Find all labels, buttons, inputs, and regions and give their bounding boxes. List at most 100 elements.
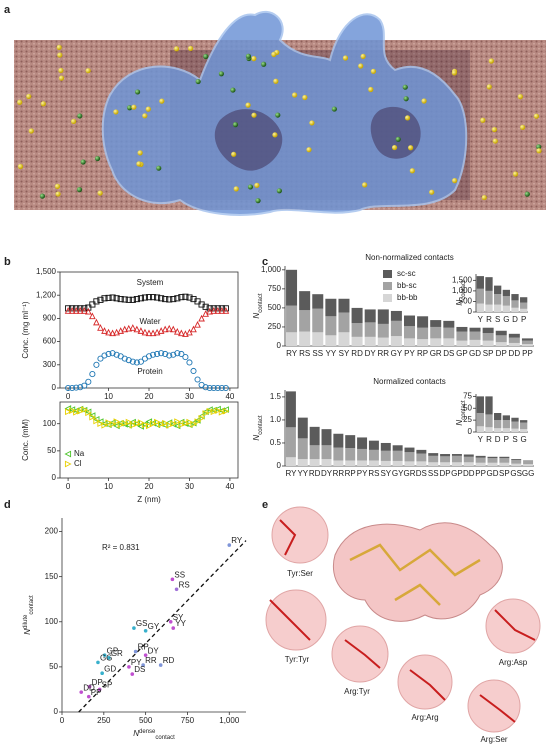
marker bbox=[170, 420, 177, 428]
point bbox=[171, 626, 176, 630]
ion bbox=[395, 136, 401, 142]
bar-segment bbox=[416, 461, 427, 466]
ion bbox=[480, 117, 486, 123]
x-tick-label: SP bbox=[499, 469, 510, 478]
ion bbox=[536, 148, 542, 154]
bar-segment bbox=[475, 455, 486, 458]
inset-circle bbox=[271, 506, 329, 564]
y-axis-label-part: N bbox=[455, 300, 464, 306]
ion bbox=[94, 155, 101, 162]
point-label: RS bbox=[179, 580, 190, 589]
point bbox=[102, 653, 107, 657]
bar-segment bbox=[520, 302, 528, 309]
x-tick-label: YY bbox=[326, 349, 337, 358]
x-tick-label: 250 bbox=[97, 716, 111, 725]
marker bbox=[145, 422, 153, 430]
y-tick-label: 500 bbox=[268, 303, 282, 312]
marker bbox=[186, 328, 193, 336]
marker bbox=[218, 305, 225, 312]
ion bbox=[421, 98, 427, 104]
bar-segment bbox=[476, 276, 484, 289]
y-axis-label: Ncontact bbox=[455, 280, 466, 305]
legend-label: bb-bb bbox=[397, 293, 418, 302]
y-axis-label-part: dilute bbox=[23, 614, 29, 629]
marker bbox=[80, 307, 88, 314]
y-tick-label: 900 bbox=[43, 314, 57, 323]
ion bbox=[247, 184, 254, 190]
ion bbox=[491, 126, 498, 133]
point bbox=[87, 684, 92, 689]
ion bbox=[58, 67, 64, 74]
marker bbox=[210, 408, 218, 416]
marker bbox=[77, 305, 84, 312]
bar-segment bbox=[511, 428, 519, 432]
panel-label: d bbox=[4, 499, 11, 511]
ion bbox=[358, 63, 364, 69]
point bbox=[107, 656, 111, 660]
bar-segment bbox=[333, 460, 344, 466]
bar-segment bbox=[485, 277, 493, 291]
marker bbox=[169, 420, 177, 428]
bar-segment bbox=[443, 327, 455, 339]
marker bbox=[113, 351, 120, 358]
bar-segment bbox=[299, 291, 311, 311]
bar-segment bbox=[469, 339, 481, 346]
bar-segment bbox=[430, 320, 442, 327]
point-label: PY bbox=[131, 658, 142, 667]
ion bbox=[271, 51, 277, 57]
bar-segment bbox=[508, 333, 520, 338]
x-tick-label: P bbox=[521, 315, 526, 324]
marker bbox=[218, 384, 225, 392]
marker bbox=[157, 420, 165, 428]
marker bbox=[84, 307, 92, 315]
y-tick-label: 100 bbox=[45, 617, 59, 626]
ion bbox=[403, 96, 409, 102]
bar-segment bbox=[520, 422, 528, 430]
marker bbox=[218, 307, 226, 314]
bar-segment bbox=[485, 290, 493, 305]
point bbox=[132, 626, 136, 630]
y-tick-label: 1,500 bbox=[36, 267, 57, 276]
marker bbox=[125, 422, 132, 429]
panel-e-renders bbox=[265, 506, 541, 733]
x-tick-label: GP bbox=[451, 469, 463, 478]
bar-segment bbox=[351, 323, 363, 337]
ion bbox=[80, 159, 86, 165]
y-tick-label: 300 bbox=[43, 360, 57, 369]
y-axis-label: Ncontact bbox=[252, 293, 263, 318]
bar-segment bbox=[494, 420, 502, 429]
marker bbox=[186, 294, 193, 301]
point bbox=[100, 671, 104, 675]
x-tick-label: P bbox=[504, 435, 509, 444]
point-label: GP bbox=[107, 646, 119, 655]
ion bbox=[85, 68, 91, 74]
marker bbox=[182, 330, 189, 337]
ion bbox=[272, 132, 278, 138]
ion bbox=[77, 113, 83, 119]
x-tick-label: RP bbox=[345, 469, 356, 478]
y-tick-label: 250 bbox=[268, 322, 282, 331]
x-tick-label: DD bbox=[463, 469, 475, 478]
ion bbox=[218, 71, 224, 77]
x-tick-label: DS bbox=[416, 469, 427, 478]
marker bbox=[133, 296, 140, 303]
bar-segment bbox=[520, 308, 528, 312]
marker bbox=[72, 407, 80, 415]
marker bbox=[137, 327, 145, 334]
x-tick-label: 10 bbox=[104, 482, 113, 491]
ion bbox=[306, 147, 312, 153]
bar-segment bbox=[364, 336, 376, 346]
x-tick-label: SY bbox=[339, 349, 350, 358]
y-axis-label-part: contact bbox=[258, 415, 264, 435]
y-tick-label: 750 bbox=[268, 284, 282, 293]
marker bbox=[101, 422, 109, 429]
bar-segment bbox=[494, 294, 502, 305]
marker bbox=[84, 408, 92, 416]
x-axis-label: Z (nm) bbox=[137, 495, 161, 504]
bar-segment bbox=[463, 456, 474, 463]
marker bbox=[166, 422, 173, 429]
point-label: DY bbox=[148, 646, 160, 655]
marker bbox=[89, 413, 96, 421]
marker bbox=[137, 358, 144, 365]
protein-detail bbox=[214, 106, 421, 171]
